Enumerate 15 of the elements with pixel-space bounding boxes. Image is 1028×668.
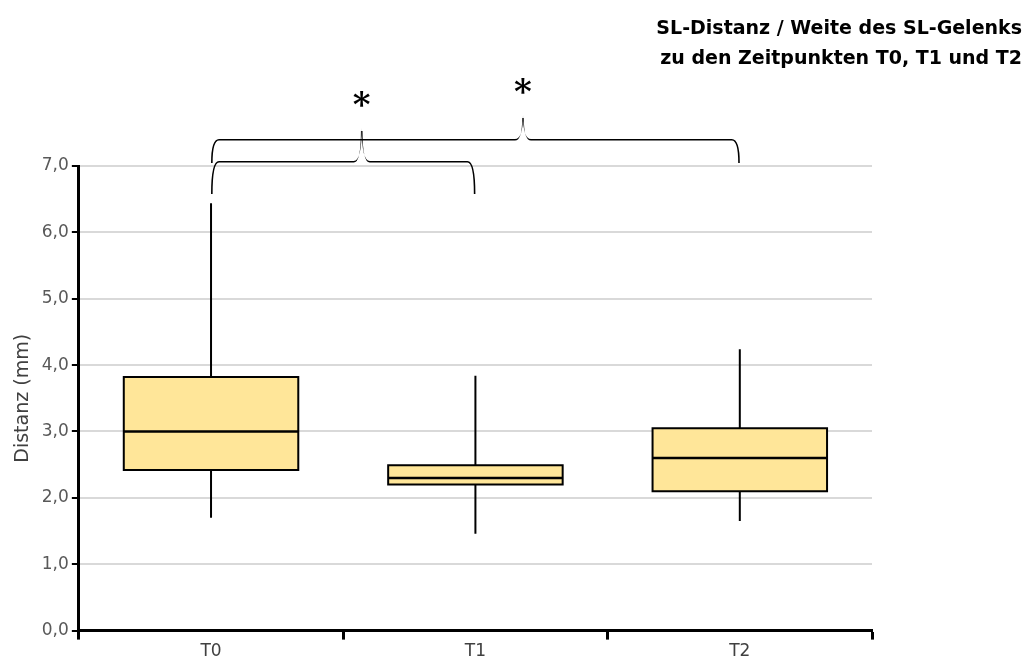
y-tick-label: 4,0 [41, 353, 69, 374]
y-tick-label: 6,0 [41, 220, 69, 241]
y-tick-label: 5,0 [41, 287, 69, 308]
y-tick-label: 2,0 [41, 486, 69, 507]
x-tick-label: T1 [463, 640, 487, 661]
y-tick-label: 3,0 [41, 419, 69, 440]
y-tick-label: 7,0 [41, 154, 69, 175]
x-tick-label: T0 [199, 640, 222, 661]
text: * [514, 71, 532, 111]
y-tick-label: 1,0 [41, 552, 69, 573]
y-tick-label: 0,0 [41, 619, 69, 640]
chart-title: SL-Distanz / Weite des SL-Gelenks zu den Zeitpunkten T0, T1 und T2 [655, 15, 1022, 70]
y-axis-title: Distanz (mm) [10, 333, 33, 463]
x-tick-label: T2 [728, 640, 751, 661]
text: * [352, 84, 371, 124]
